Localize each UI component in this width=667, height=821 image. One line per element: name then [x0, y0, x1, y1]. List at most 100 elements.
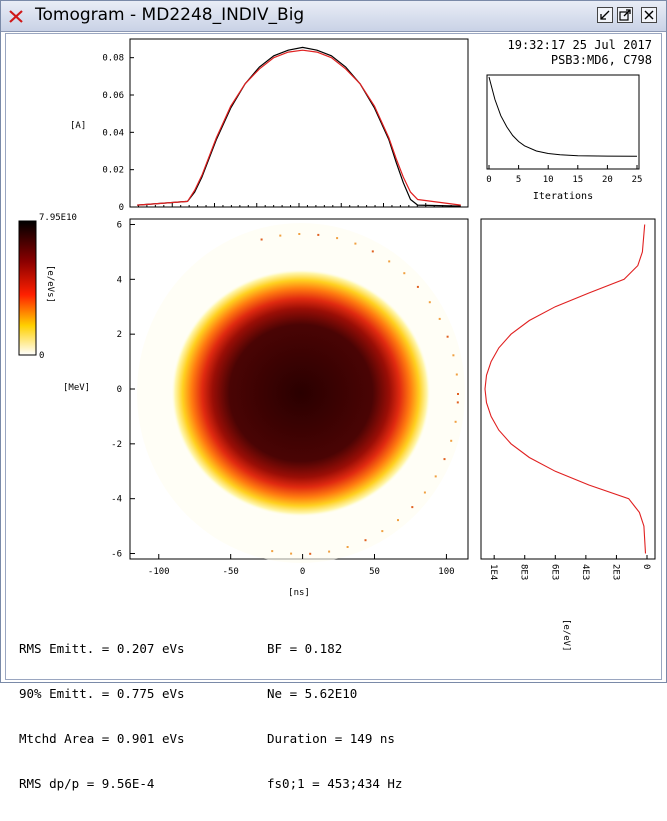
energy-xtick-label: 1E4 — [488, 564, 498, 580]
title-bar[interactable]: Tomogram - MD2248_INDIV_Big — [1, 1, 666, 32]
iterations-xtick-label: 15 — [572, 175, 583, 185]
iterations-xlabel: Iterations — [533, 191, 593, 202]
phase-ytick-label: 2 — [117, 330, 122, 340]
bunching-factor: BF = 0.182 — [267, 641, 343, 656]
convergence-line — [488, 76, 638, 157]
current-ytick-label: 0.04 — [102, 128, 124, 138]
phase-ytick-label: -4 — [111, 495, 122, 505]
bunch-duration: Duration = 149 ns — [267, 731, 395, 746]
halo-particle — [354, 242, 357, 245]
halo-particle — [364, 539, 367, 542]
halo-particle — [456, 401, 459, 404]
minimize-icon — [600, 10, 610, 20]
halo-particle — [416, 285, 419, 288]
colorbar-gradient — [18, 220, 37, 356]
info-right: BF = 0.182 Ne = 5.62E10 Duration = 149 n… — [267, 611, 402, 821]
close-icon — [644, 10, 654, 20]
rms-dpp: RMS dp/p = 9.56E-4 — [19, 776, 155, 791]
phase-ytick-label: 4 — [117, 275, 122, 285]
halo-particle — [434, 475, 437, 478]
halo-particle — [336, 237, 339, 240]
close-button[interactable] — [641, 7, 657, 23]
matched-area: Mtchd Area = 0.901 eVs — [19, 731, 185, 746]
iterations-xtick-label: 25 — [632, 175, 643, 185]
colorbar-min-label: 0 — [39, 351, 44, 361]
halo-particle — [381, 530, 384, 533]
energy-xtick-label: 4E3 — [580, 564, 590, 580]
maximize-button[interactable] — [617, 7, 633, 23]
halo-particle — [446, 335, 449, 338]
halo-particle — [346, 546, 349, 548]
iterations-xtick-label: 0 — [486, 175, 491, 185]
phase-xtick-label: 0 — [300, 567, 305, 577]
current-profile-frame — [129, 38, 469, 208]
halo-particle — [279, 234, 282, 237]
phase-xtick-label: -50 — [223, 567, 239, 577]
halo-particle — [455, 373, 458, 376]
plots-canvas: 00.020.040.060.08 [A] 0 5 10 15 20 25 Iterati… — [18, 38, 656, 652]
halo-particle — [271, 550, 274, 553]
particle-count: Ne = 5.62E10 — [267, 686, 358, 701]
energy-xtick-label: 6E3 — [549, 564, 559, 580]
colorbar: 7.95E10 0 [e/eVs] — [18, 213, 77, 361]
cycle-label: PSB3:MD6, C798 — [550, 53, 652, 67]
halo-particle — [309, 552, 312, 555]
halo-particle — [371, 250, 374, 253]
energy-xlabel: [e/eV] — [561, 619, 571, 652]
halo-particle — [317, 233, 320, 236]
energy-profile-frame — [480, 218, 656, 560]
phase-space-plot: -100 -50 0 50 100 6 4 2 0 -2 -4 -6 [ns] [MeV] — [63, 218, 469, 598]
iterations-frame — [486, 74, 640, 170]
current-ylabel: [A] — [70, 121, 86, 131]
measured-profile-line — [137, 46, 461, 207]
phase-ytick-label: -6 — [111, 550, 122, 560]
phase-ylabel: [MeV] — [63, 383, 90, 393]
halo-particle — [443, 458, 446, 461]
rms-emittance: RMS Emitt. = 0.207 eVs — [19, 641, 185, 656]
maximize-icon — [619, 9, 631, 21]
window-title: Tomogram - MD2248_INDIV_Big — [35, 5, 305, 25]
colorbar-unit: [e/eVs] — [45, 265, 55, 303]
minimize-button[interactable] — [597, 7, 613, 23]
phase-ytick-label: 6 — [117, 220, 122, 230]
phase-xlabel: [ns] — [288, 588, 310, 598]
energy-profile-line — [484, 224, 647, 554]
energy-xtick-label: 2E3 — [610, 564, 620, 580]
halo-particle — [298, 233, 301, 235]
halo-particle — [328, 550, 331, 553]
colorbar-max-label: 7.95E10 — [39, 213, 77, 223]
halo-particle — [457, 393, 459, 395]
halo-particle — [290, 552, 293, 555]
current-ytick-label: 0.06 — [102, 91, 124, 101]
current-ytick-label: 0 — [119, 203, 124, 213]
phase-xtick-label: 100 — [438, 567, 454, 577]
phase-space-density — [171, 269, 431, 517]
iterations-xtick-label: 10 — [543, 175, 554, 185]
halo-particle — [260, 238, 263, 241]
phase-ytick-label: 0 — [117, 385, 122, 395]
close-x-icon[interactable] — [7, 7, 25, 25]
current-ytick-label: 0.08 — [102, 54, 124, 64]
current-profile-plot: 0 0.02 0.04 0.06 0.08 [A] — [70, 38, 469, 213]
halo-particle — [397, 519, 399, 522]
energy-profile-plot: 1E4 8E3 6E3 4E3 2E3 0 [e/eV] — [480, 218, 656, 652]
phase-xtick-label: -100 — [148, 567, 170, 577]
phase-ytick-label: -2 — [111, 440, 122, 450]
tomogram-window: Tomogram - MD2248_INDIV_Big 19:32:17 25 … — [0, 0, 667, 791]
halo-particle — [428, 301, 431, 304]
phase-xtick-label: 50 — [369, 567, 380, 577]
halo-particle — [450, 439, 453, 442]
halo-particle — [438, 317, 441, 320]
halo-particle — [423, 491, 426, 494]
current-ytick-label: 0.02 — [102, 166, 124, 176]
halo-particle — [454, 420, 457, 423]
energy-xtick-label: 8E3 — [519, 564, 529, 580]
energy-xtick-label: 0 — [641, 564, 651, 569]
emittance-90: 90% Emitt. = 0.775 eVs — [19, 686, 185, 701]
synchrotron-frequency: fs0;1 = 453;434 Hz — [267, 776, 403, 791]
reconstructed-profile-line — [137, 49, 461, 206]
halo-particle — [403, 272, 406, 275]
iterations-xtick-label: 5 — [516, 175, 521, 185]
halo-particle — [411, 506, 414, 509]
timestamp: 19:32:17 25 Jul 2017 — [507, 38, 653, 52]
